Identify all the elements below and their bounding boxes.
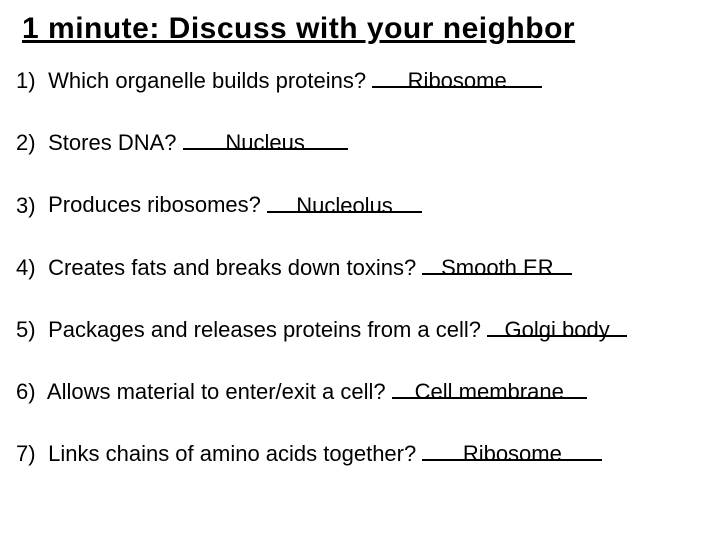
question-item: 4) Creates fats and breaks down toxins? … <box>10 251 710 281</box>
answer-blank: Nucleus <box>183 126 348 156</box>
page-title: 1 minute: Discuss with your neighbor <box>10 12 710 46</box>
question-number: 7) <box>16 441 42 467</box>
question-text: Creates fats and breaks down toxins? <box>48 255 422 280</box>
answer-blank: Golgi body <box>487 313 627 343</box>
answer-blank: Smooth ER <box>422 251 572 281</box>
question-item: 5) Packages and releases proteins from a… <box>10 313 710 343</box>
question-text: Which organelle builds proteins? <box>48 68 372 93</box>
answer-blank: Nucleolus <box>267 188 422 218</box>
answer-blank: Ribosome <box>422 437 602 467</box>
question-text: Stores DNA? <box>48 130 183 155</box>
answer-blank: Cell membrane <box>392 375 587 405</box>
question-number: 2) <box>16 130 42 156</box>
question-item: 6) Allows material to enter/exit a cell?… <box>10 375 710 405</box>
question-number: 3) <box>16 193 42 219</box>
question-item: 1) Which organelle builds proteins? Ribo… <box>10 64 710 94</box>
question-text: Produces ribosomes? <box>48 193 267 218</box>
question-text: Links chains of amino acids together? <box>48 441 422 466</box>
answer-text: Ribosome <box>422 441 602 467</box>
answer-text: Ribosome <box>372 68 542 94</box>
question-number: 1) <box>16 68 42 94</box>
answer-text: Nucleolus <box>267 193 422 219</box>
answer-text: Cell membrane <box>392 379 587 405</box>
answer-text: Golgi body <box>487 317 627 343</box>
question-list: 1) Which organelle builds proteins? Ribo… <box>10 64 710 467</box>
question-text: Packages and releases proteins from a ce… <box>48 317 487 342</box>
question-item: 3) Produces ribosomes? Nucleolus <box>10 188 710 218</box>
question-item: 7) Links chains of amino acids together?… <box>10 437 710 467</box>
answer-blank: Ribosome <box>372 64 542 94</box>
answer-text: Smooth ER <box>422 255 572 281</box>
question-number: 6) <box>16 379 42 405</box>
question-number: 4) <box>16 255 42 281</box>
question-text: Allows material to enter/exit a cell? <box>47 379 392 404</box>
question-item: 2) Stores DNA? Nucleus <box>10 126 710 156</box>
answer-text: Nucleus <box>183 130 348 156</box>
question-number: 5) <box>16 317 42 343</box>
